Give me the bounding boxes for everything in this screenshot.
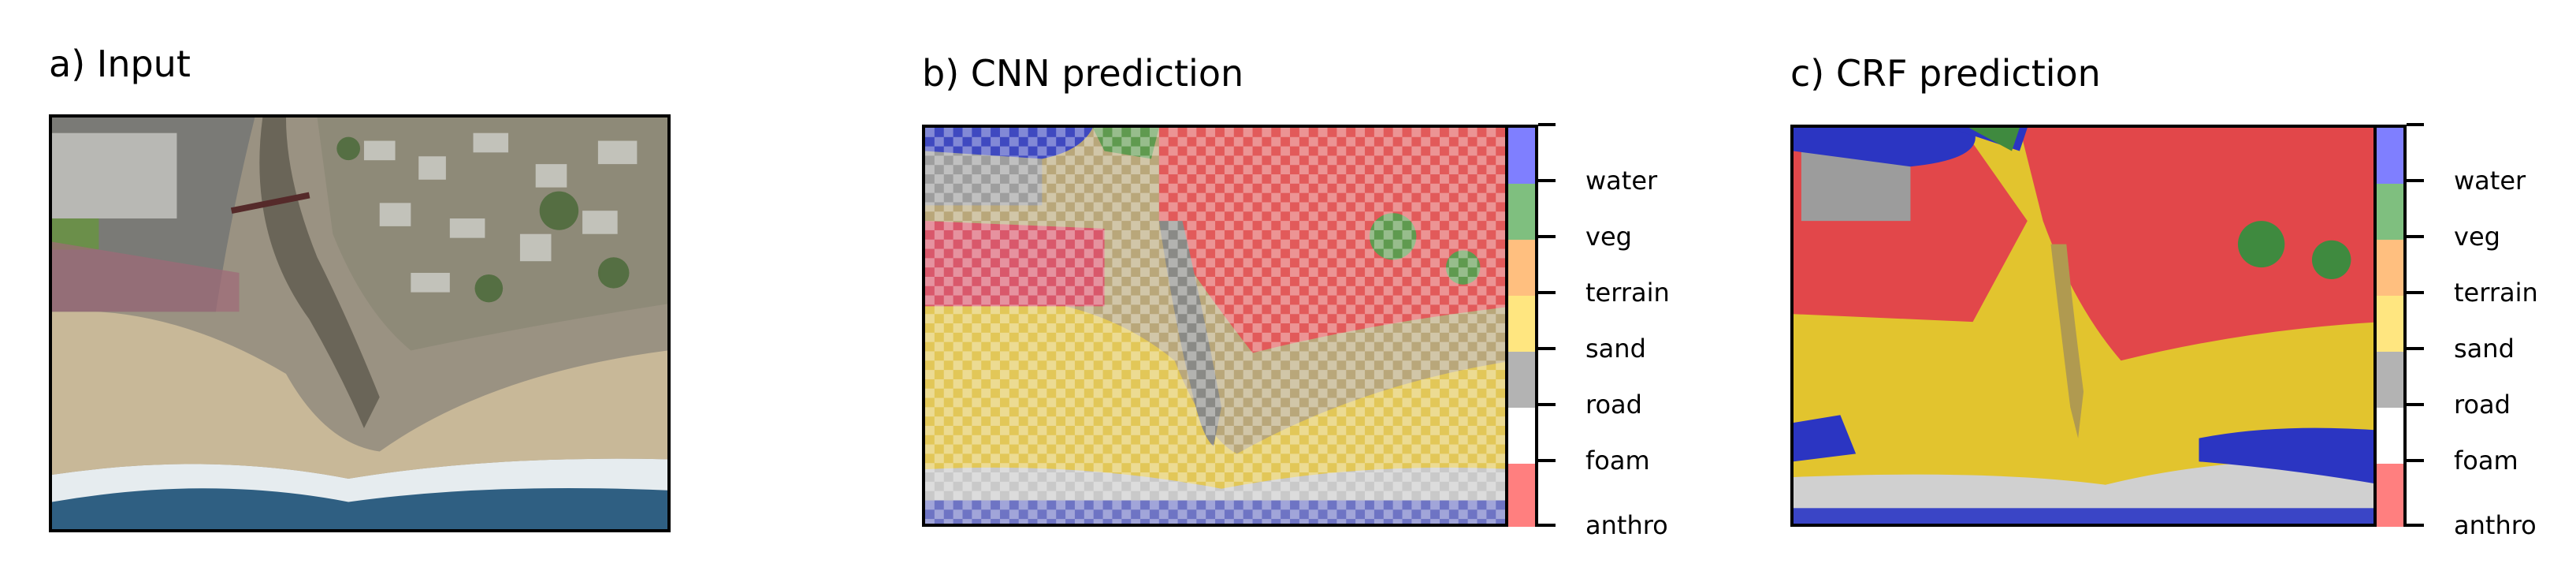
crf-prediction-image (1790, 125, 2385, 527)
input-aerial-photo (52, 118, 667, 529)
crf-overlay-map (1794, 128, 2382, 524)
colorbar-foam-swatch (2377, 408, 2403, 464)
colorbar-water-swatch (2377, 128, 2403, 184)
legend-label-anthro: anthro (1585, 510, 1668, 540)
cnn-overlay-map (925, 128, 1514, 524)
legend-label-road: road (1585, 390, 1642, 420)
legend-label-road: road (2454, 390, 2511, 420)
legend-label-water: water (2454, 166, 2526, 196)
colorbar-road-swatch (1508, 352, 1535, 408)
colorbar-road-swatch (2377, 352, 2403, 408)
colorbar-anthro-swatch (1508, 464, 1535, 527)
legend-label-foam: foam (2454, 446, 2518, 476)
legend-label-terrain: terrain (1585, 278, 1670, 308)
colorbar-terrain-swatch (2377, 240, 2403, 296)
legend-label-foam: foam (1585, 446, 1650, 476)
colorbar-water-swatch (1508, 128, 1535, 184)
crf-colorbar-ticks: water veg terrain sand road foam anthro (2407, 123, 2564, 538)
panel-a-title: a) Input (49, 43, 191, 85)
legend-label-veg: veg (1585, 222, 1632, 252)
cnn-colorbar (1505, 125, 1538, 527)
colorbar-sand-swatch (1508, 296, 1535, 352)
legend-label-sand: sand (1585, 334, 1646, 364)
colorbar-veg-swatch (1508, 184, 1535, 240)
legend-label-sand: sand (2454, 334, 2515, 364)
cnn-prediction-image (922, 125, 1517, 527)
colorbar-sand-swatch (2377, 296, 2403, 352)
input-image (49, 114, 671, 532)
cnn-colorbar-ticks: water veg terrain sand road foam anthro (1538, 123, 1696, 538)
panel-c-title: c) CRF prediction (1790, 52, 2101, 95)
legend-label-veg: veg (2454, 222, 2500, 252)
panel-b-title: b) CNN prediction (922, 52, 1244, 95)
crf-colorbar (2373, 125, 2407, 527)
legend-label-terrain: terrain (2454, 278, 2538, 308)
colorbar-foam-swatch (1508, 408, 1535, 464)
colorbar-anthro-swatch (2377, 464, 2403, 527)
legend-label-water: water (1585, 166, 1658, 196)
colorbar-veg-swatch (2377, 184, 2403, 240)
colorbar-terrain-swatch (1508, 240, 1535, 296)
legend-label-anthro: anthro (2454, 510, 2537, 540)
